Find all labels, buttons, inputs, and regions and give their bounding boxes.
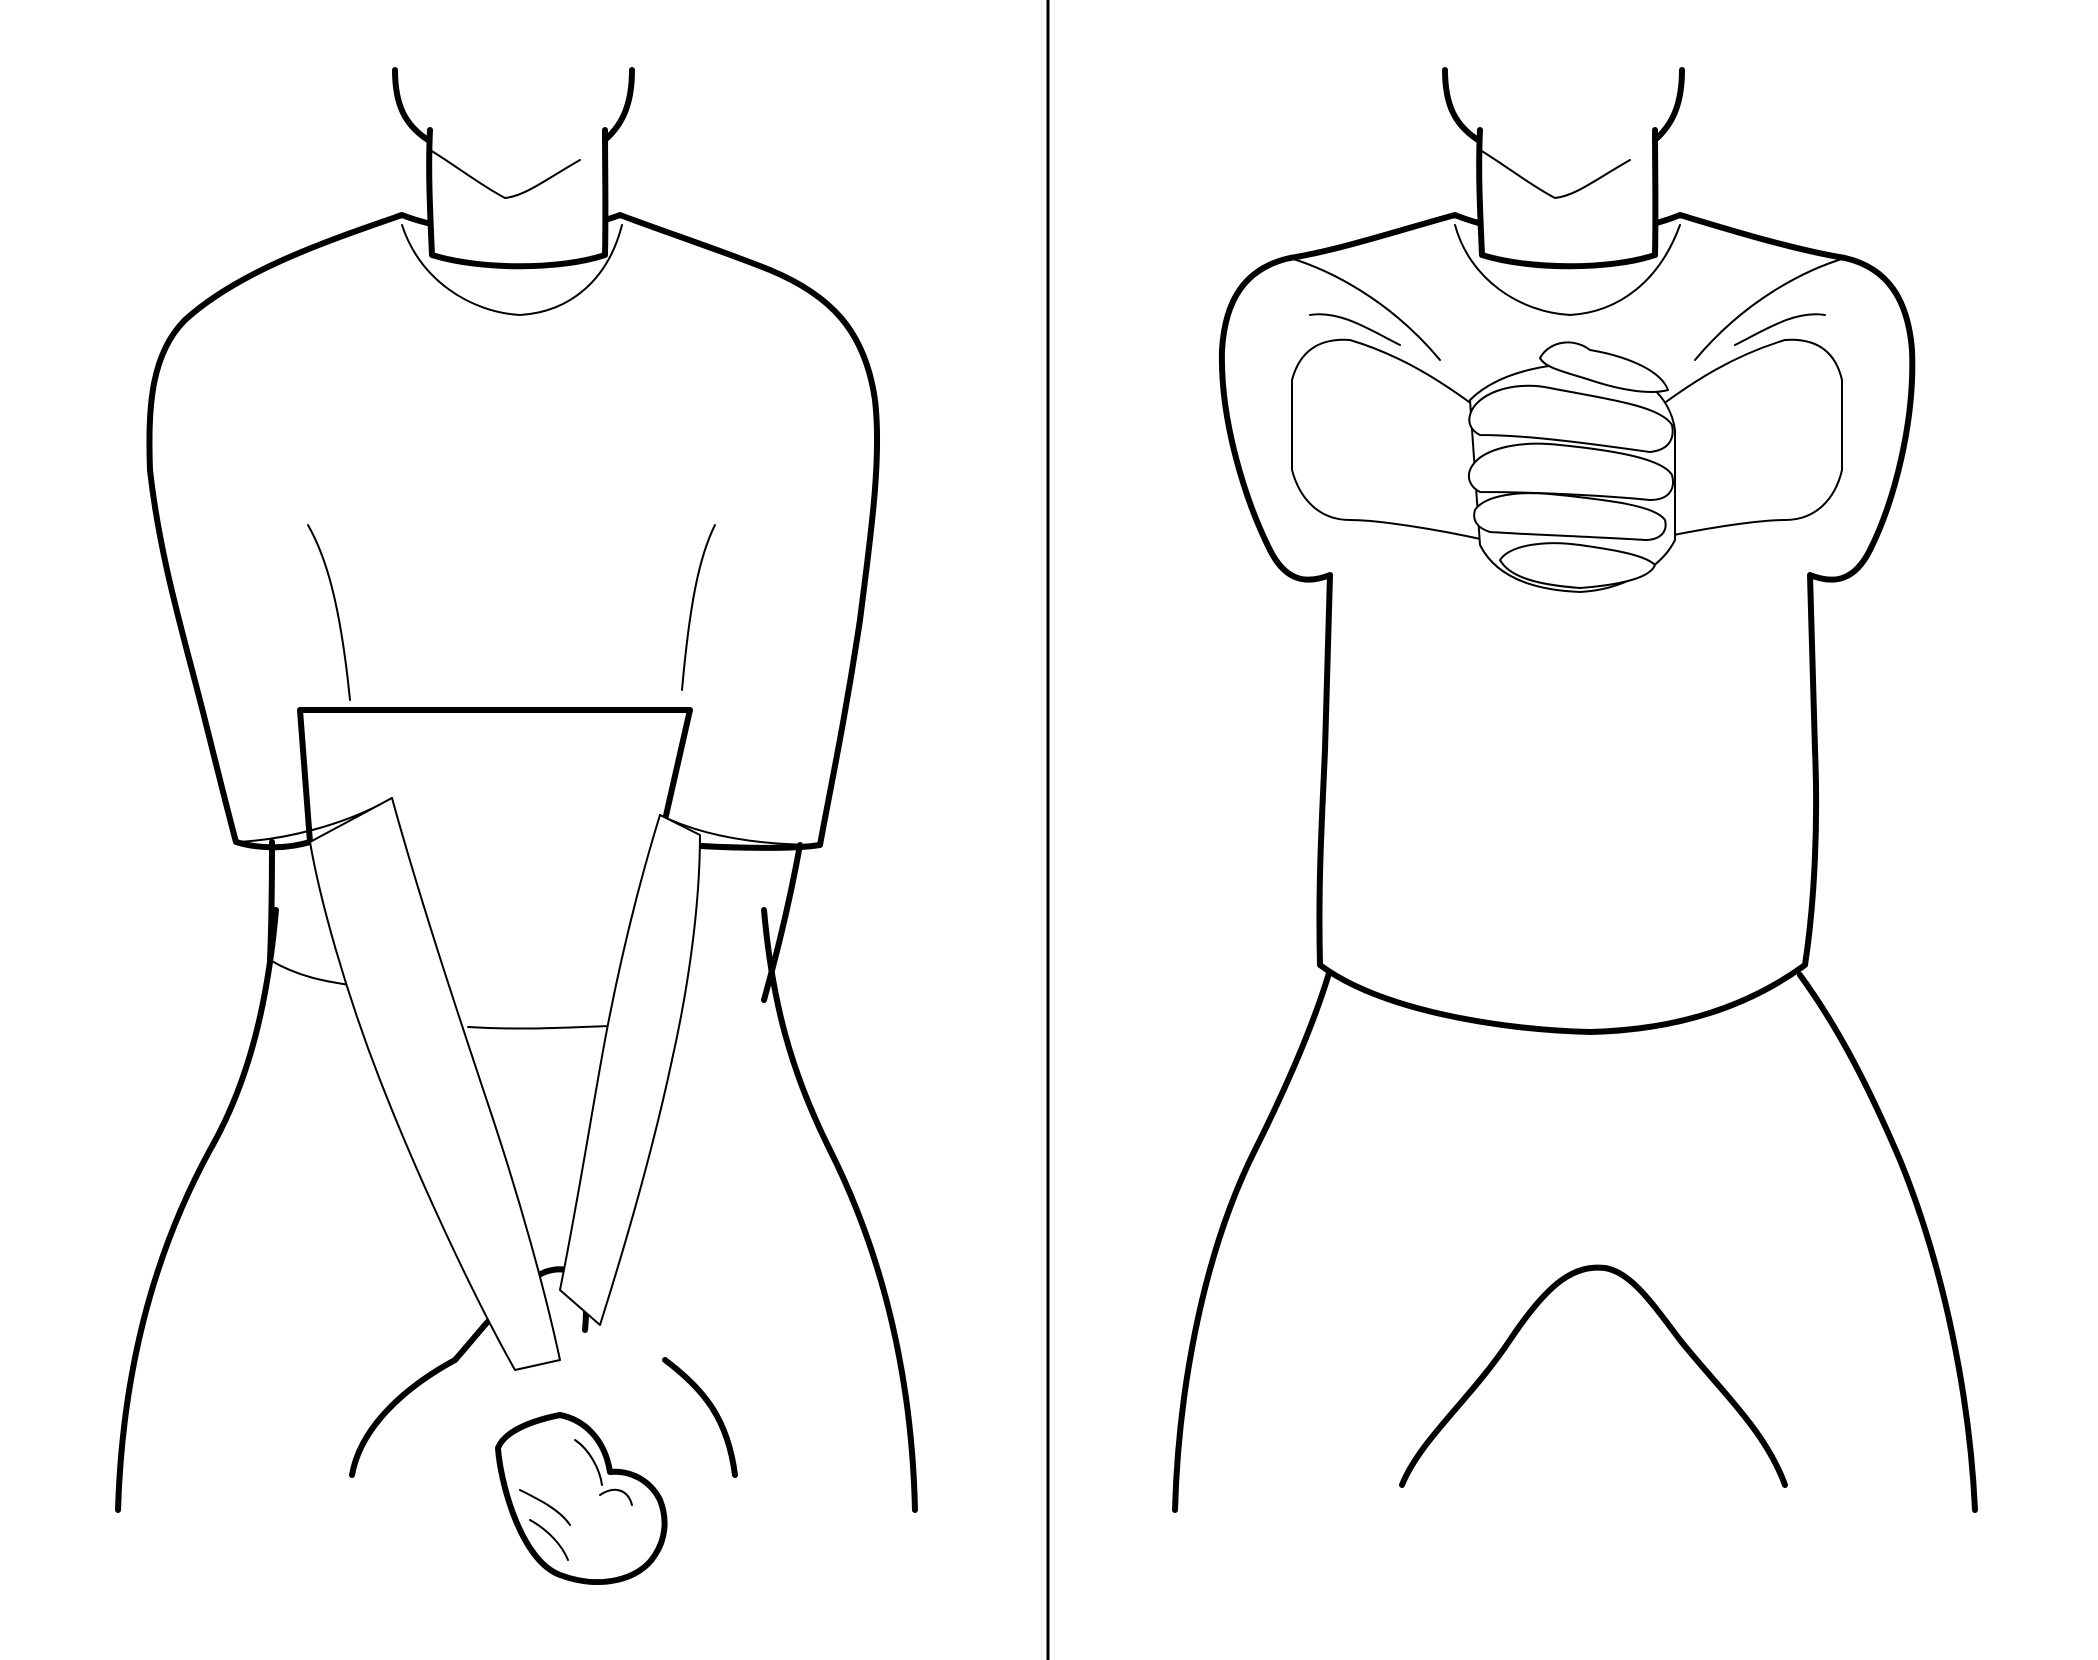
left-arm-left	[309, 797, 561, 1371]
left-fingers	[519, 1439, 633, 1561]
left-torso-sides	[267, 839, 803, 1003]
right-legs-outline	[1172, 967, 1978, 1513]
left-neck	[426, 127, 609, 270]
right-crotch	[1399, 1264, 1788, 1488]
right-shoulder-crease-left	[1289, 257, 1441, 361]
right-finger-4	[1473, 492, 1667, 541]
left-shirt-body	[146, 212, 881, 851]
left-shirt-hem	[269, 959, 611, 1030]
right-finger-1	[1539, 341, 1669, 393]
left-chin-line	[429, 149, 581, 199]
left-panel-figure	[115, 67, 918, 1585]
left-jaw	[392, 67, 635, 143]
right-finger-5	[1499, 542, 1656, 589]
left-sleeve-crease-right	[681, 524, 716, 691]
left-arm-right	[559, 814, 701, 1326]
right-shirt-body	[1218, 212, 1916, 1035]
right-finger-3	[1467, 442, 1674, 501]
left-sleeve-crease-left	[307, 524, 351, 701]
right-finger-2	[1468, 384, 1674, 453]
left-clasped-hands	[495, 1412, 668, 1585]
right-panel-figure	[1172, 67, 1978, 1513]
right-shoulder-crease-right	[1694, 257, 1846, 361]
left-legs-outline	[115, 907, 918, 1513]
left-collar	[401, 224, 623, 316]
right-jaw	[1442, 67, 1685, 143]
right-neck	[1476, 127, 1659, 270]
right-chin-line	[1479, 149, 1631, 199]
right-collar	[1454, 224, 1681, 316]
